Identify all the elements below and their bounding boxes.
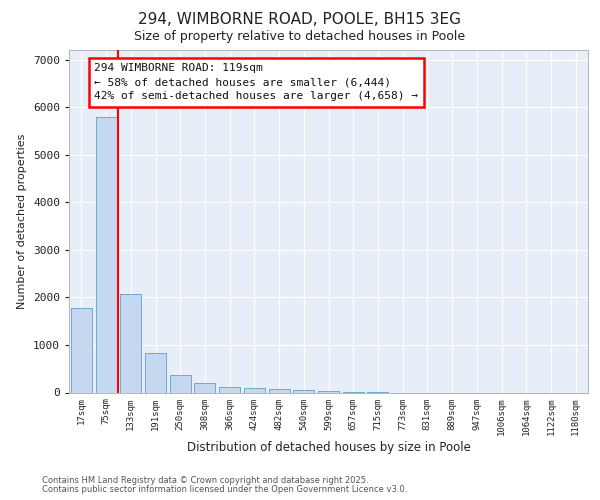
Bar [120,294,141,392]
Bar [194,382,215,392]
Bar [170,376,191,392]
Text: 294, WIMBORNE ROAD, POOLE, BH15 3EG: 294, WIMBORNE ROAD, POOLE, BH15 3EG [139,12,461,28]
Text: Contains public sector information licensed under the Open Government Licence v3: Contains public sector information licen… [42,485,407,494]
Bar [219,388,240,392]
Text: Size of property relative to detached houses in Poole: Size of property relative to detached ho… [134,30,466,43]
Y-axis label: Number of detached properties: Number of detached properties [17,134,28,309]
Bar [318,391,339,392]
Text: Contains HM Land Registry data © Crown copyright and database right 2025.: Contains HM Land Registry data © Crown c… [42,476,368,485]
Bar [244,388,265,392]
X-axis label: Distribution of detached houses by size in Poole: Distribution of detached houses by size … [187,440,470,454]
Bar [95,116,116,392]
Bar [293,390,314,392]
Bar [269,388,290,392]
Bar [71,308,92,392]
Text: 294 WIMBORNE ROAD: 119sqm
← 58% of detached houses are smaller (6,444)
42% of se: 294 WIMBORNE ROAD: 119sqm ← 58% of detac… [94,64,418,102]
Bar [145,353,166,393]
